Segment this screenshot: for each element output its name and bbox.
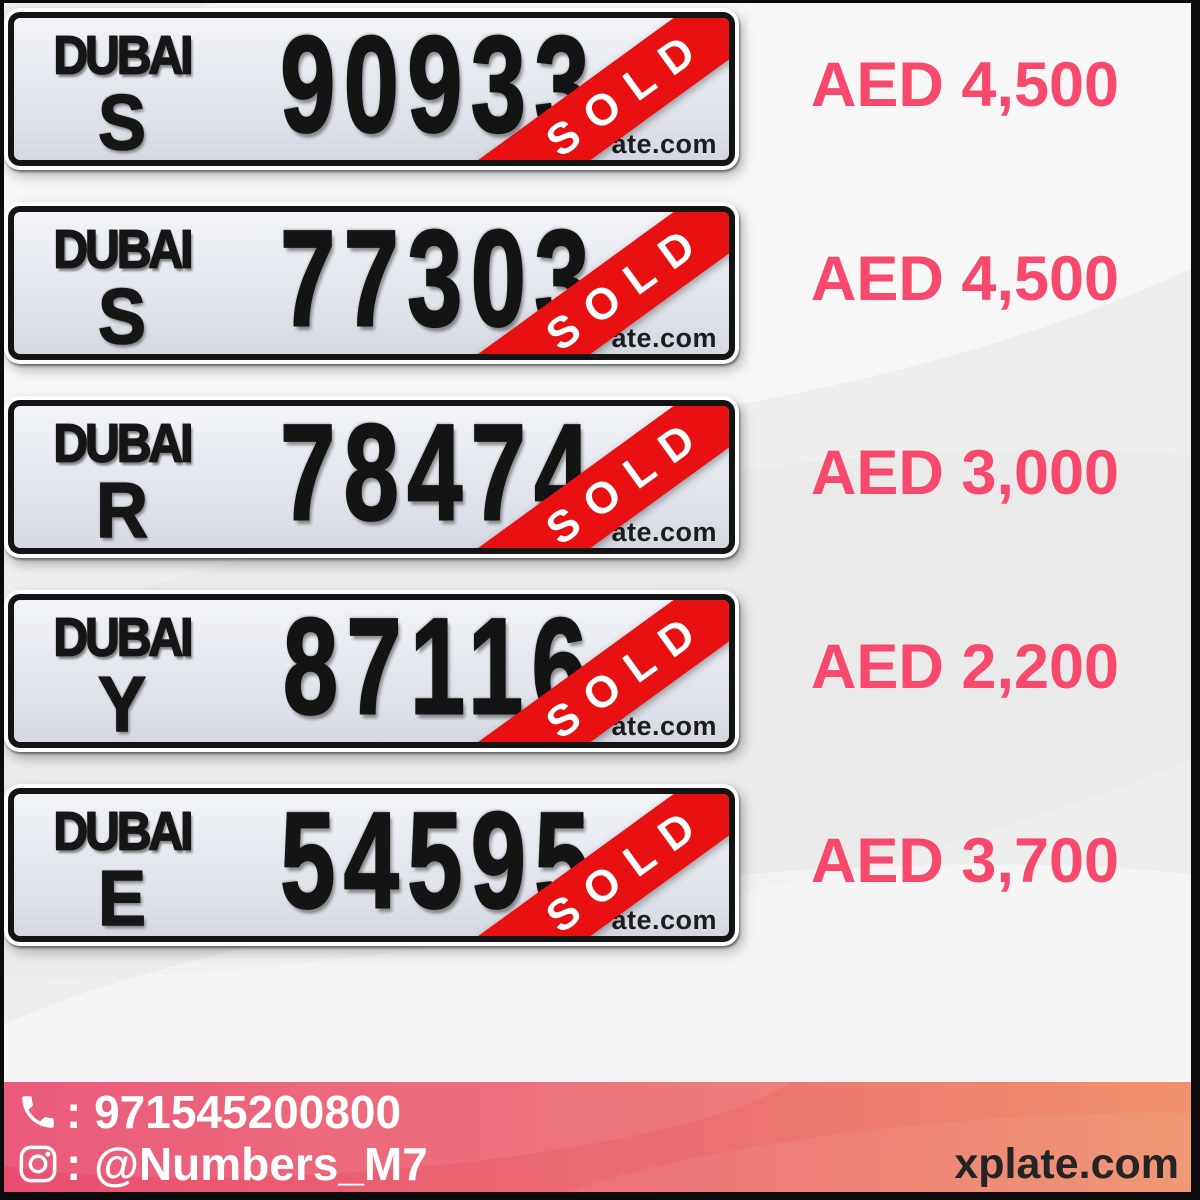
price-label: AED 4,500: [810, 50, 1120, 120]
phone-icon: [16, 1091, 60, 1133]
plate-watermark: ate.com: [611, 129, 717, 159]
plate-code: R: [95, 467, 149, 554]
listing-row: DUBAI Y 87116 ate.com SOLD AED 2,200: [4, 590, 1191, 752]
dubai-logo: DUBAI: [53, 414, 195, 474]
plate-face: DUBAI E 54595 ate.com SOLD: [8, 788, 735, 942]
listing-row: DUBAI R 78474 ate.com SOLD AED 3,000: [4, 396, 1191, 558]
price-cell: AED 3,000: [739, 396, 1191, 550]
dubai-logo: DUBAI: [53, 26, 195, 86]
plate-left-column: DUBAI Y: [32, 608, 212, 742]
plate-code: E: [97, 855, 147, 942]
dubai-logo: DUBAI: [53, 220, 195, 280]
phone-number: : 971545200800: [66, 1086, 402, 1138]
dubai-logo: DUBAI: [53, 802, 195, 862]
plate-code: Y: [97, 661, 147, 748]
instagram-line: : @Numbers_M7: [16, 1138, 428, 1190]
listing-row: DUBAI S 77303 ate.com SOLD AED 4,500: [4, 202, 1191, 364]
price-label: AED 2,200: [810, 632, 1120, 702]
plate-watermark: ate.com: [611, 905, 717, 935]
plate-left-column: DUBAI R: [32, 414, 212, 548]
plate-face: DUBAI S 90933 ate.com SOLD: [8, 12, 735, 166]
dubai-logo: DUBAI: [53, 608, 195, 668]
price-cell: AED 4,500: [739, 8, 1191, 162]
instagram-icon: [16, 1143, 60, 1185]
plate-watermark: ate.com: [611, 517, 717, 547]
license-plate: DUBAI S 90933 ate.com SOLD: [4, 8, 739, 170]
price-label: AED 4,500: [810, 244, 1120, 314]
brand-name: xplate.com: [954, 1140, 1179, 1188]
plate-left-column: DUBAI S: [32, 220, 212, 354]
plate-left-column: DUBAI S: [32, 26, 212, 160]
plate-watermark: ate.com: [611, 323, 717, 353]
listings-column: DUBAI S 90933 ate.com SOLD AED 4,500 DUB…: [4, 8, 1191, 978]
license-plate: DUBAI R 78474 ate.com SOLD: [4, 396, 739, 558]
license-plate: DUBAI S 77303 ate.com SOLD: [4, 202, 739, 364]
price-label: AED 3,700: [810, 826, 1120, 896]
plate-watermark: ate.com: [611, 711, 717, 741]
footer-bar: : 971545200800 : @Numbers_M7 xplate.com: [4, 1082, 1191, 1192]
plate-left-column: DUBAI E: [32, 802, 212, 936]
price-cell: AED 3,700: [739, 784, 1191, 938]
plate-face: DUBAI Y 87116 ate.com SOLD: [8, 594, 735, 748]
price-label: AED 3,000: [810, 438, 1120, 508]
plate-code: S: [97, 273, 147, 360]
listing-row: DUBAI E 54595 ate.com SOLD AED 3,700: [4, 784, 1191, 946]
plate-code: S: [97, 79, 147, 166]
license-plate: DUBAI Y 87116 ate.com SOLD: [4, 590, 739, 752]
price-cell: AED 4,500: [739, 202, 1191, 356]
contact-block: : 971545200800 : @Numbers_M7: [16, 1086, 428, 1190]
instagram-handle: : @Numbers_M7: [66, 1138, 428, 1190]
price-cell: AED 2,200: [739, 590, 1191, 744]
license-plate: DUBAI E 54595 ate.com SOLD: [4, 784, 739, 946]
listing-row: DUBAI S 90933 ate.com SOLD AED 4,500: [4, 8, 1191, 170]
phone-line: : 971545200800: [16, 1086, 428, 1138]
plate-face: DUBAI R 78474 ate.com SOLD: [8, 400, 735, 554]
plate-face: DUBAI S 77303 ate.com SOLD: [8, 206, 735, 360]
